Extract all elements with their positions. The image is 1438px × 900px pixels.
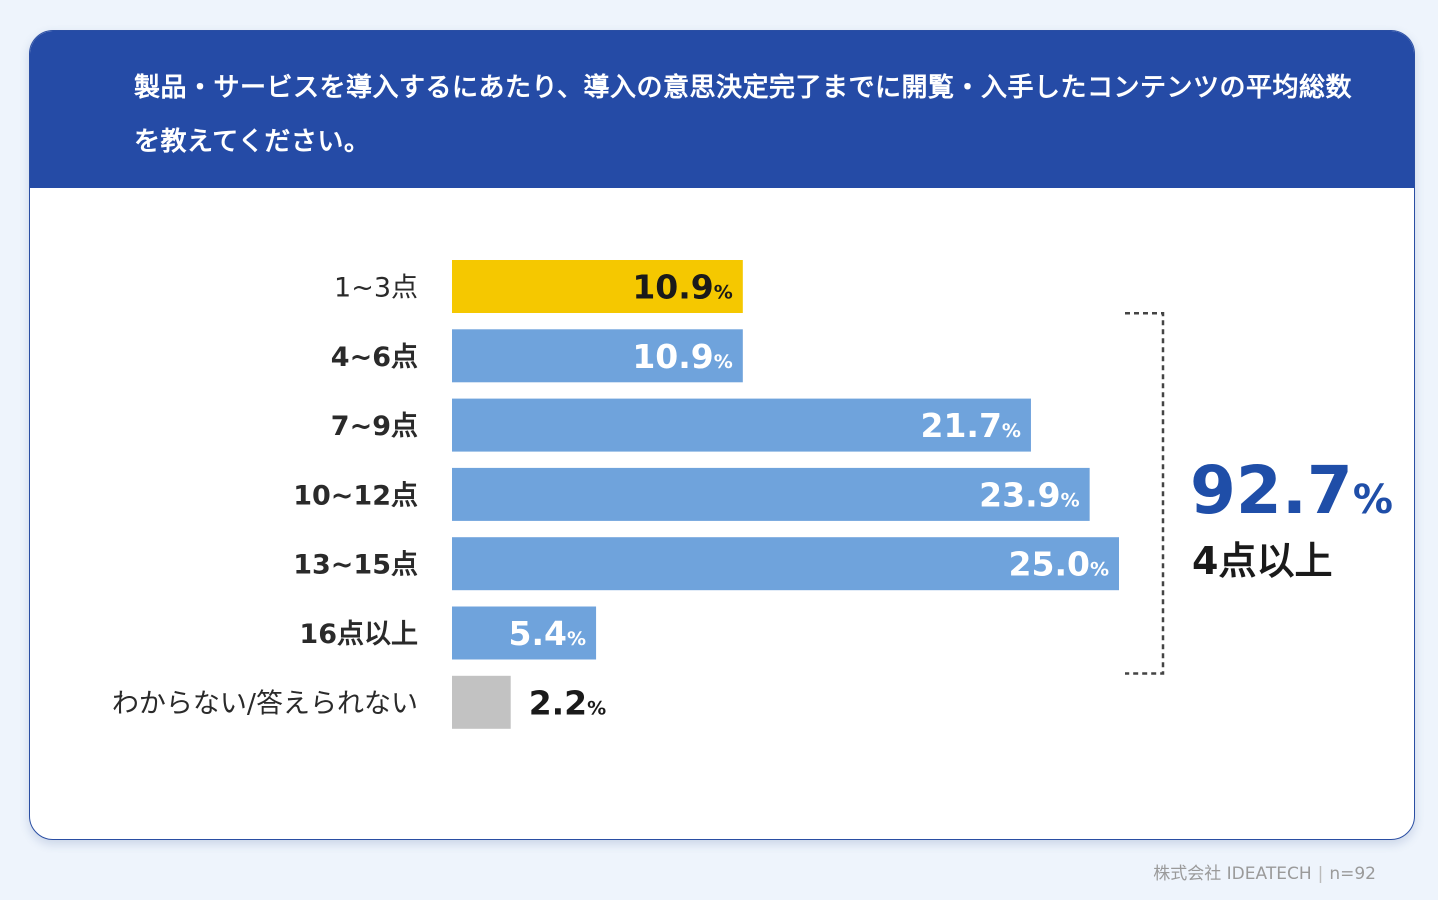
- value-label: 23.9%: [979, 475, 1079, 514]
- chart-card: 製品・サービスを導入するにあたり、導入の意思決定完了までに開覧・入手したコンテン…: [29, 30, 1415, 840]
- bar: [452, 398, 1031, 452]
- category-label: 7~9点: [331, 411, 418, 442]
- bar: [452, 537, 1119, 591]
- source-footer: 株式会社 IDEATECH | n=92: [1153, 859, 1376, 884]
- category-label: わからない/答えられない: [112, 688, 418, 719]
- company-name: 株式会社 IDEATECH: [1153, 864, 1312, 884]
- sample-size: n=92: [1329, 864, 1376, 884]
- category-label: 10~12点: [293, 480, 418, 511]
- category-label: 1~3点: [334, 273, 418, 304]
- value-label: 21.7%: [920, 406, 1020, 445]
- category-label: 13~15点: [293, 550, 418, 581]
- bar: [452, 260, 743, 313]
- total-label: 4点以上: [1192, 539, 1332, 583]
- range-bracket: [1125, 312, 1165, 675]
- footer-separator: |: [1317, 864, 1324, 884]
- bar-chart: 1~3点 10.9% 4~6点 10.9% 7~9点 21.7% 10~12点 23.9% 13…: [112, 260, 1393, 729]
- value-label: 10.9%: [632, 268, 732, 307]
- value-label: 25.0%: [1009, 545, 1109, 584]
- bar: [452, 329, 743, 383]
- value-label: 10.9%: [632, 337, 732, 376]
- category-label: 4~6点: [331, 342, 418, 373]
- question-header: 製品・サービスを導入するにあたり、導入の意思決定完了までに開覧・入手したコンテン…: [30, 31, 1414, 188]
- value-label: 2.2%: [529, 683, 607, 722]
- bar: [452, 606, 597, 660]
- total-value: 92.7%: [1190, 452, 1393, 529]
- question-text: 製品・サービスを導入するにあたり、導入の意思決定完了までに開覧・入手したコンテン…: [134, 73, 1352, 157]
- value-label: 5.4%: [509, 614, 587, 653]
- bar: [452, 675, 511, 729]
- category-label: 16点以上: [299, 619, 418, 650]
- bar: [452, 467, 1090, 521]
